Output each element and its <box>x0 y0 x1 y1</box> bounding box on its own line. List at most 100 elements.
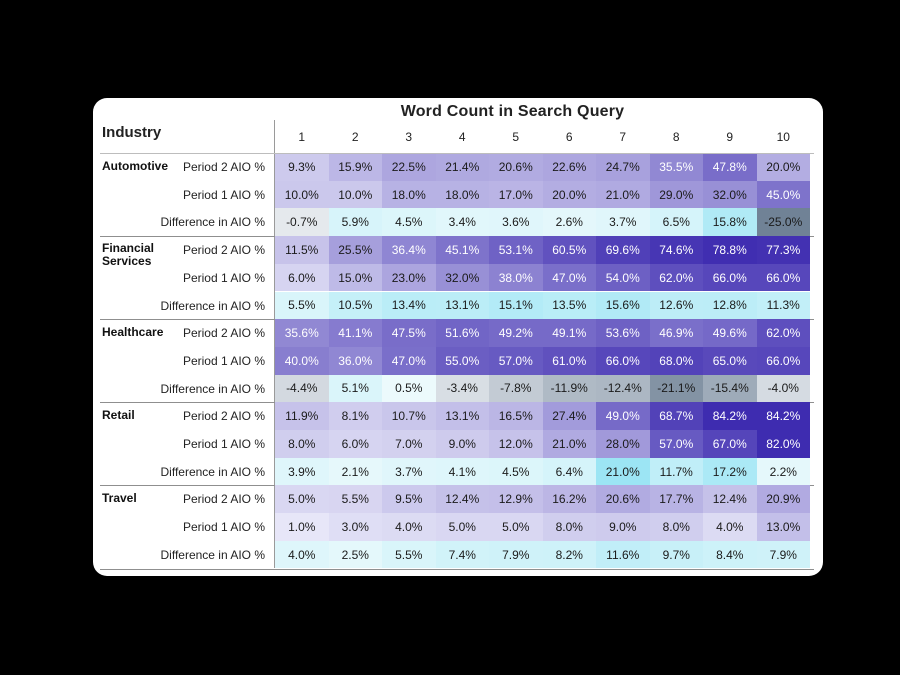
heatmap-cell: 45.0% <box>756 180 810 209</box>
heatmap-cell: 69.6% <box>596 236 650 264</box>
heatmap-cell: 15.0% <box>328 263 382 292</box>
heatmap-cell: 47.5% <box>382 319 436 347</box>
heatmap-cell: 60.5% <box>542 236 596 264</box>
heatmap-cell: 8.4% <box>703 540 757 569</box>
heatmap-cell: 3.0% <box>328 513 382 541</box>
heatmap-cell: 5.0% <box>489 513 543 541</box>
row-label: Period 2 AIO % <box>182 326 265 341</box>
heatmap-cell: 74.6% <box>649 236 703 264</box>
heatmap-cell: 6.4% <box>542 457 596 486</box>
heatmap-cell: -0.7% <box>275 208 329 237</box>
heatmap-cell: 23.0% <box>382 263 436 292</box>
row-label: Period 1 AIO % <box>182 520 265 535</box>
heatmap-cell: 13.1% <box>435 291 489 320</box>
heatmap-cell: 49.6% <box>703 319 757 347</box>
heatmap-cell: 7.0% <box>382 430 436 458</box>
heatmap-cell: -25.0% <box>756 208 810 237</box>
heatmap-cell: 12.9% <box>489 485 543 514</box>
column-header-10: 10 <box>776 130 790 144</box>
heatmap-cell: 47.0% <box>542 263 596 292</box>
heatmap-cell: 4.5% <box>382 208 436 237</box>
heatmap-cell: 66.0% <box>756 263 810 292</box>
heatmap-cell: 2.5% <box>328 540 382 569</box>
heatmap-cell: 3.6% <box>489 208 543 237</box>
heatmap-cell: 67.0% <box>703 430 757 458</box>
heatmap-cell: 12.4% <box>435 485 489 514</box>
label-divider <box>274 120 275 568</box>
heatmap-cell: -7.8% <box>489 374 543 403</box>
heatmap-cell: 8.0% <box>542 513 596 541</box>
heatmap-cell: 15.1% <box>489 291 543 320</box>
heatmap-cell: 17.7% <box>649 485 703 514</box>
heatmap-cell: 5.9% <box>328 208 382 237</box>
heatmap-cell: 4.0% <box>275 540 329 569</box>
heatmap-cell: 57.0% <box>649 430 703 458</box>
column-header-7: 7 <box>619 130 627 144</box>
heatmap-cell: 51.6% <box>435 319 489 347</box>
heatmap-cell: 62.0% <box>649 263 703 292</box>
heatmap-cell: -11.9% <box>542 374 596 403</box>
industry-column-header: Industry <box>102 124 162 141</box>
heatmap-cell: 11.7% <box>649 457 703 486</box>
industry-label: Automotive <box>102 159 168 173</box>
column-header-3: 3 <box>405 130 413 144</box>
heatmap-cell: 8.0% <box>649 513 703 541</box>
heatmap-cell: 2.1% <box>328 457 382 486</box>
heatmap-cell: 20.0% <box>542 180 596 209</box>
heatmap-cell: 49.1% <box>542 319 596 347</box>
heatmap-cell: 12.8% <box>703 291 757 320</box>
heatmap-cell: 66.0% <box>756 346 810 375</box>
industry-label: Healthcare <box>102 325 164 340</box>
heatmap-cell: -4.4% <box>275 374 329 403</box>
row-label: Period 2 AIO % <box>182 492 265 507</box>
heatmap-cell: 68.0% <box>649 346 703 375</box>
column-header-2: 2 <box>351 130 359 144</box>
column-header-8: 8 <box>672 130 680 144</box>
heatmap-cell: 11.3% <box>756 291 810 320</box>
heatmap-cell: 9.3% <box>275 153 329 181</box>
heatmap-cell: -21.1% <box>649 374 703 403</box>
heatmap-cell: 11.9% <box>275 402 329 430</box>
heatmap-cell: 6.5% <box>649 208 703 237</box>
heatmap-cell: 66.0% <box>596 346 650 375</box>
heatmap-cell: 18.0% <box>435 180 489 209</box>
heatmap-cell: 35.5% <box>649 153 703 181</box>
heatmap-cell: 25.5% <box>328 236 382 264</box>
heatmap-cell: 10.0% <box>328 180 382 209</box>
heatmap-cell: 10.0% <box>275 180 329 209</box>
heatmap-cell: 55.0% <box>435 346 489 375</box>
industry-label: Travel <box>102 491 137 506</box>
heatmap-cell: 5.0% <box>435 513 489 541</box>
row-label: Period 1 AIO % <box>182 437 265 451</box>
heatmap-cell: 47.0% <box>382 346 436 375</box>
heatmap-cell: 77.3% <box>756 236 810 264</box>
row-label: Difference in AIO % <box>160 547 266 562</box>
heatmap-cell: 9.0% <box>435 430 489 458</box>
heatmap-cell: 5.5% <box>275 291 329 320</box>
heatmap-cell: 12.6% <box>649 291 703 320</box>
heatmap-cell: 47.8% <box>703 153 757 181</box>
heatmap-cell: 13.1% <box>435 402 489 430</box>
column-header-4: 4 <box>458 130 466 144</box>
heatmap-cell: 53.6% <box>596 319 650 347</box>
heatmap-cell: 15.8% <box>703 208 757 237</box>
heatmap-cell: 22.5% <box>382 153 436 181</box>
heatmap-cell: 4.1% <box>435 457 489 486</box>
heatmap-cell: 5.1% <box>328 374 382 403</box>
heatmap-cell: 15.6% <box>596 291 650 320</box>
heatmap-cell: 21.0% <box>596 180 650 209</box>
heatmap-cell: 66.0% <box>703 263 757 292</box>
heatmap-cell: 84.2% <box>703 402 757 430</box>
heatmap-cell: 32.0% <box>703 180 757 209</box>
heatmap-cell: 12.4% <box>703 485 757 514</box>
heatmap-cell: 84.2% <box>756 402 810 430</box>
heatmap-cell: 4.5% <box>489 457 543 486</box>
row-label: Period 2 AIO % <box>182 409 265 424</box>
industry-label: Financial Services <box>102 241 155 269</box>
heatmap-cell: 5.0% <box>275 485 329 514</box>
heatmap-cell: 5.5% <box>382 540 436 569</box>
heatmap-cell: 78.8% <box>703 236 757 264</box>
heatmap-cell: 54.0% <box>596 263 650 292</box>
heatmap-cell: 2.6% <box>542 208 596 237</box>
heatmap-cell: 9.5% <box>382 485 436 514</box>
